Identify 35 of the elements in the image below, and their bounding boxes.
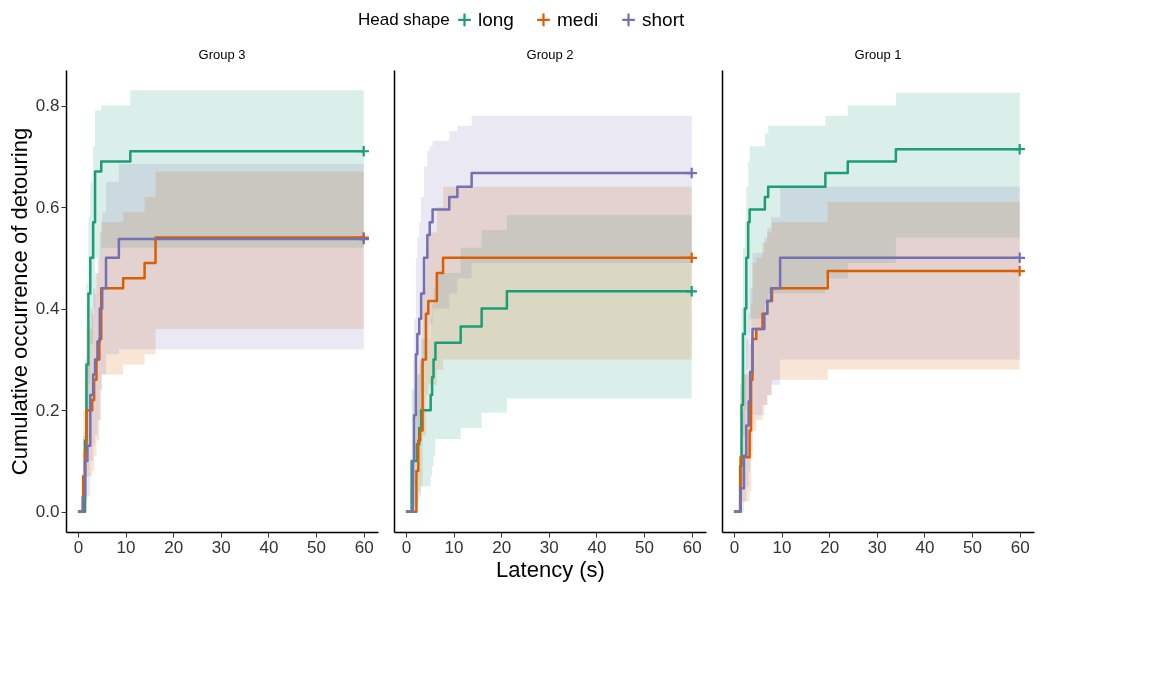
y-axis-title: Cumulative occurrence of detouring [6,127,32,476]
y-tick-label: 0.2 [35,400,60,420]
x-tick-label: 0 [73,537,84,557]
x-tick-label: 60 [354,537,374,557]
x-tick-label: 40 [587,537,607,557]
y-tick-label: 0.0 [35,502,60,522]
x-tick-label: 50 [635,537,655,557]
legend-title: Head shape [358,10,450,29]
y-tick-label: 0.8 [35,96,60,116]
x-tick-label: 20 [820,537,840,557]
x-tick-label: 0 [401,537,412,557]
x-tick-label: 40 [915,537,935,557]
legend-label: short [642,8,685,30]
x-tick-label: 20 [164,537,184,557]
chart-title: Group 2 [526,47,574,62]
legend-label: long [478,8,514,30]
x-tick-label: 10 [116,537,136,557]
x-tick-label: 50 [963,537,983,557]
x-tick-label: 40 [259,537,279,557]
x-tick-label: 20 [492,537,512,557]
chart-title: Group 1 [854,47,902,62]
y-tick-label: 0.6 [35,197,60,217]
x-tick-label: 50 [307,537,327,557]
x-tick-label: 30 [211,537,231,557]
x-tick-label: 30 [539,537,559,557]
legend-label: medi [557,8,599,30]
y-tick-label: 0.4 [35,299,60,319]
x-tick-label: 30 [867,537,887,557]
x-tick-label: 0 [729,537,740,557]
x-tick-label: 60 [682,537,702,557]
x-tick-label: 60 [1010,537,1030,557]
x-tick-label: 10 [772,537,792,557]
x-tick-label: 10 [444,537,464,557]
chart-title: Group 3 [198,47,246,62]
x-axis-title: Latency (s) [496,556,605,582]
